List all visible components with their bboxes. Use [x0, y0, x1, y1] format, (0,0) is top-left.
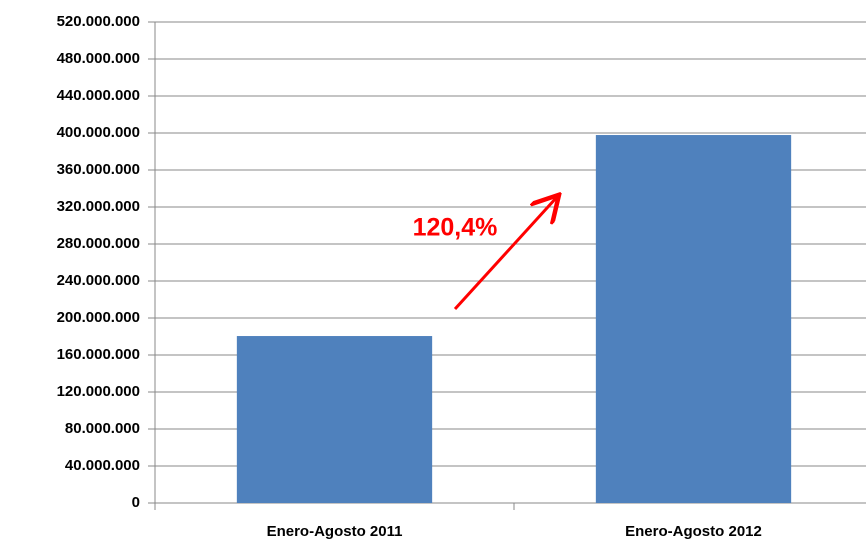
- y-tick-label: 0: [132, 494, 140, 511]
- bar: [236, 336, 433, 503]
- y-tick-label: 320.000.000: [57, 198, 140, 215]
- y-tick-label: 520.000.000: [57, 13, 140, 30]
- y-tick-label: 280.000.000: [57, 235, 140, 252]
- y-tick-label: 120.000.000: [57, 383, 140, 400]
- y-tick-label: 400.000.000: [57, 124, 140, 141]
- y-tick-label: 200.000.000: [57, 309, 140, 326]
- x-tick-label: Enero-Agosto 2012: [625, 523, 762, 540]
- y-tick-label: 360.000.000: [57, 161, 140, 178]
- y-tick-label: 480.000.000: [57, 50, 140, 67]
- y-tick-label: 40.000.000: [65, 457, 140, 474]
- y-tick-label: 80.000.000: [65, 420, 140, 437]
- y-tick-label: 160.000.000: [57, 346, 140, 363]
- bar: [595, 135, 792, 503]
- y-tick-label: 440.000.000: [57, 87, 140, 104]
- growth-arrow: [453, 197, 557, 311]
- x-tick-label: Enero-Agosto 2011: [267, 523, 403, 540]
- y-tick-label: 240.000.000: [57, 272, 140, 289]
- annotation: 120,4%: [413, 214, 498, 242]
